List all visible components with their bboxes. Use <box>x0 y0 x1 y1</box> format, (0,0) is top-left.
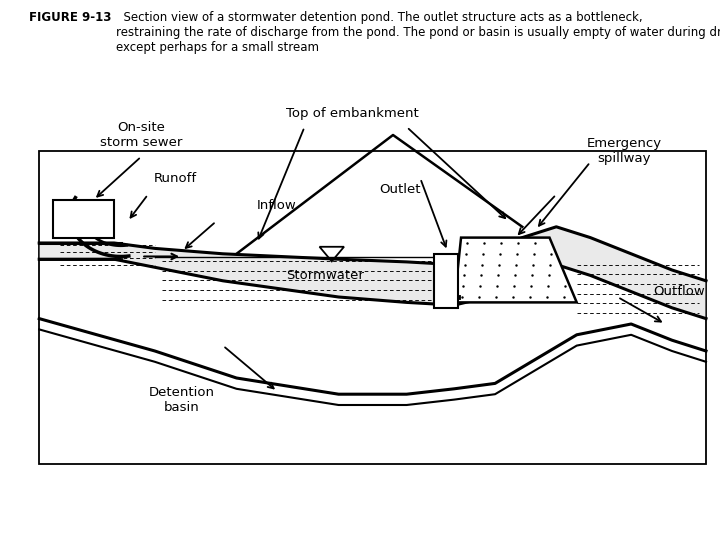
Text: Outlet: Outlet <box>379 183 420 195</box>
Text: FIGURE 9-13: FIGURE 9-13 <box>29 11 111 24</box>
Text: ALWAYS LEARNING: ALWAYS LEARNING <box>14 506 161 520</box>
Bar <box>39 151 706 464</box>
Text: Basic Environmental Technology, Sixth Edition: Basic Environmental Technology, Sixth Ed… <box>202 498 428 508</box>
Text: Emergency
spillway: Emergency spillway <box>587 137 662 165</box>
Text: All Rights Reserved: All Rights Reserved <box>410 520 505 530</box>
Text: Jerry A. Nathanson | Richard A. Schneider: Jerry A. Nathanson | Richard A. Schneide… <box>202 519 405 530</box>
Text: Runoff: Runoff <box>154 172 197 185</box>
Text: Stormwater: Stormwater <box>286 269 364 282</box>
Text: Earth
berm: Earth berm <box>511 256 547 284</box>
Text: Top of embankment: Top of embankment <box>286 107 418 120</box>
Text: Outflow: Outflow <box>653 285 705 298</box>
Polygon shape <box>454 238 577 302</box>
Bar <box>434 254 458 308</box>
Text: Detention
basin: Detention basin <box>149 386 215 414</box>
Text: Inflow: Inflow <box>257 199 297 212</box>
Text: PEARSON: PEARSON <box>630 504 720 522</box>
Bar <box>53 200 114 238</box>
Polygon shape <box>39 227 706 319</box>
Text: Copyright © 2015 by Pearson Education, Inc: Copyright © 2015 by Pearson Education, I… <box>410 498 629 508</box>
Text: Section view of a stormwater detention pond. The outlet structure acts as a bott: Section view of a stormwater detention p… <box>116 11 720 54</box>
Text: On-site
storm sewer: On-site storm sewer <box>100 121 182 149</box>
